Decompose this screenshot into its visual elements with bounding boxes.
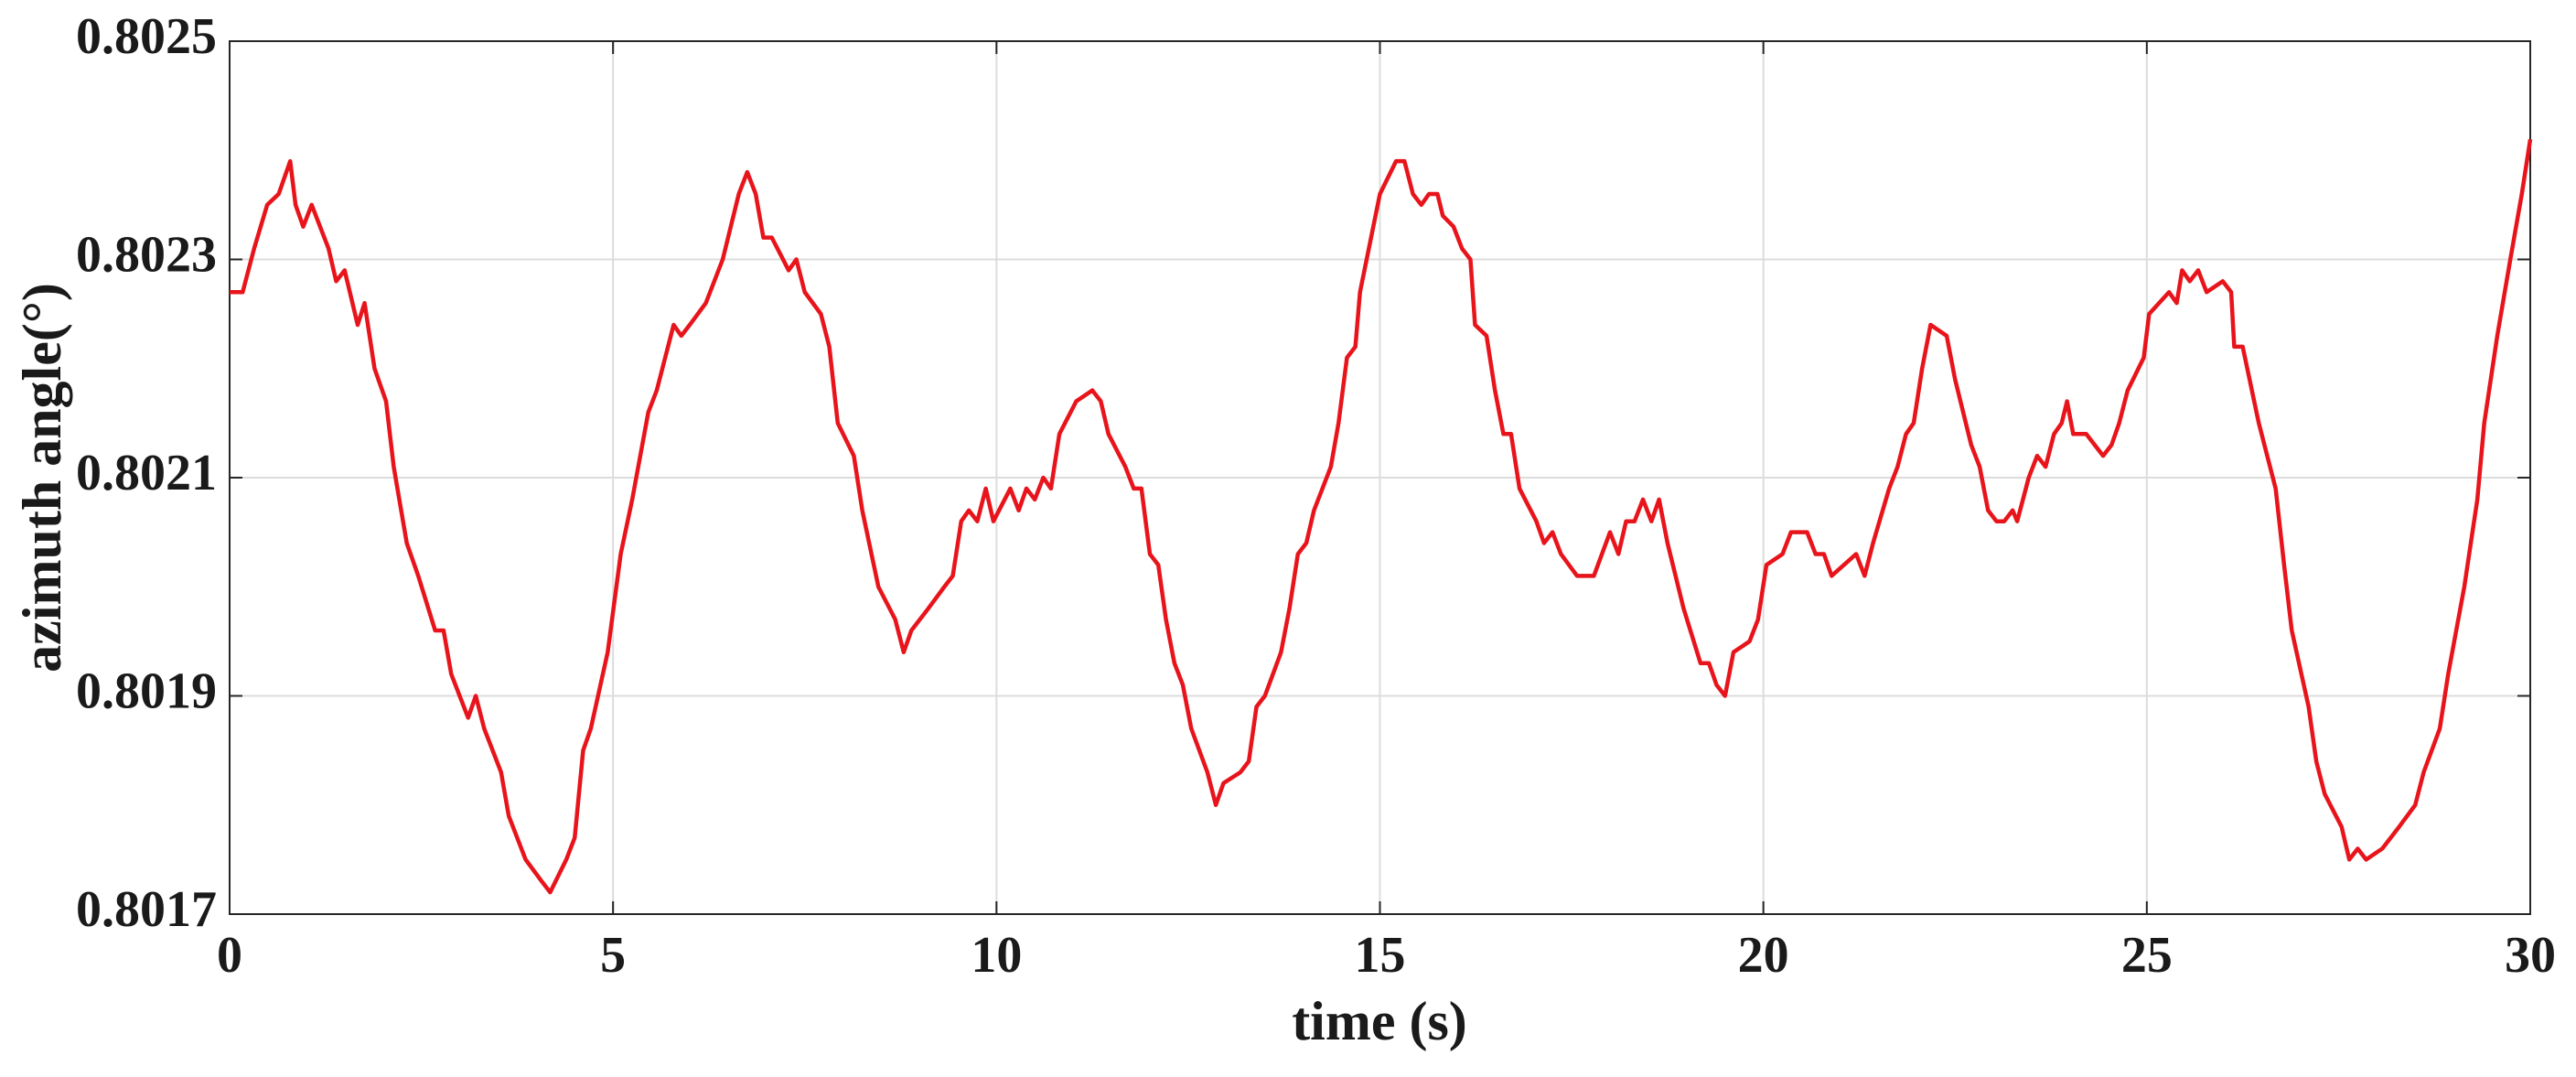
y-tick-label: 0.8021 <box>76 445 217 501</box>
x-tick-label: 30 <box>2505 927 2556 984</box>
x-tick-label: 25 <box>2121 927 2173 984</box>
x-axis-label: time (s) <box>1292 991 1467 1051</box>
x-tick-label: 15 <box>1355 927 1406 984</box>
y-tick-label: 0.8019 <box>76 662 217 719</box>
plot-frame <box>229 40 2531 915</box>
data-line <box>230 138 2533 895</box>
x-tick-label: 5 <box>600 927 626 984</box>
x-tick-label: 0 <box>217 927 242 984</box>
y-tick-label: 0.8025 <box>76 8 217 65</box>
y-tick-label: 0.8023 <box>76 226 217 283</box>
y-axis-label: azimuth angle(°) <box>12 283 72 673</box>
x-tick-label: 10 <box>971 927 1022 984</box>
y-tick-label: 0.8017 <box>76 881 217 938</box>
x-tick-label: 20 <box>1738 927 1789 984</box>
